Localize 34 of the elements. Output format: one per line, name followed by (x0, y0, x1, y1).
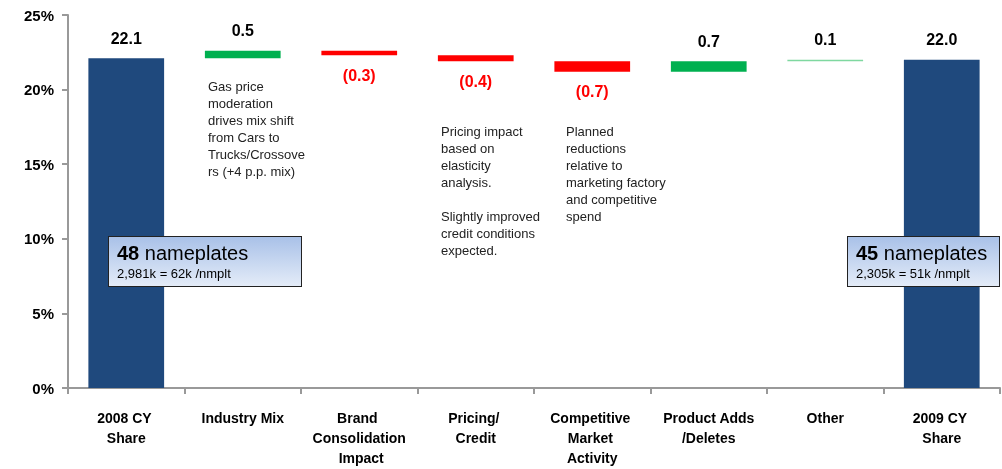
bar (554, 61, 631, 72)
x-tick-label: 2009 CY Share (912, 410, 971, 446)
data-label: 0.5 (231, 22, 254, 40)
y-tick-label: 20% (23, 81, 54, 99)
bar (437, 55, 514, 62)
x-tick-label: 2008 CY Share (97, 410, 156, 446)
bar (670, 61, 747, 72)
label-box: 48 nameplates 2,981k = 62k /nmplt (108, 236, 302, 287)
data-label: 0.1 (814, 31, 837, 49)
data-label: 0.7 (697, 32, 720, 50)
annotation: Gas price moderation drives mix shift from Cars to Trucks/Crossovers (+4 p.p. mix) (208, 78, 307, 180)
x-tick-label: Competitive Market Activity (550, 410, 635, 466)
annotation: 48 nameplates 2,981k = 62k /nmplt (117, 241, 250, 282)
y-tick-label: 5% (32, 304, 54, 322)
data-label: 22.0 (926, 31, 958, 49)
data-label: (0.3) (342, 66, 376, 84)
x-tick-label: Industry Mix (201, 410, 285, 426)
data-label: (0.7) (575, 83, 609, 101)
y-tick-label: 10% (23, 230, 54, 248)
annotation: 45 nameplates 2,305k = 51k /nmplt (856, 241, 989, 282)
text: Pricing impact based on elasticity analysis. Slightly improved credit conditions expected. (441, 124, 540, 258)
x-tick-label: Other (806, 410, 845, 426)
bar (321, 50, 398, 56)
y-tick-label: 0% (32, 379, 54, 397)
annotation: Planned reductions relative to marketing factory and competitive spend (566, 123, 666, 225)
y-tick-label: 15% (23, 155, 54, 173)
x-tick-label: Pricing/ Credit (448, 410, 504, 446)
label-box: 45 nameplates 2,305k = 51k /nmplt (847, 236, 1000, 287)
data-label: (0.4) (459, 72, 493, 90)
x-tick-label: Product Adds/Deletes (663, 410, 755, 446)
y-tick-label: 25% (23, 6, 54, 24)
data-label: 22.1 (110, 29, 142, 47)
x-tick-label: Brand Consolidation Impact (312, 410, 406, 466)
bar (204, 50, 281, 59)
